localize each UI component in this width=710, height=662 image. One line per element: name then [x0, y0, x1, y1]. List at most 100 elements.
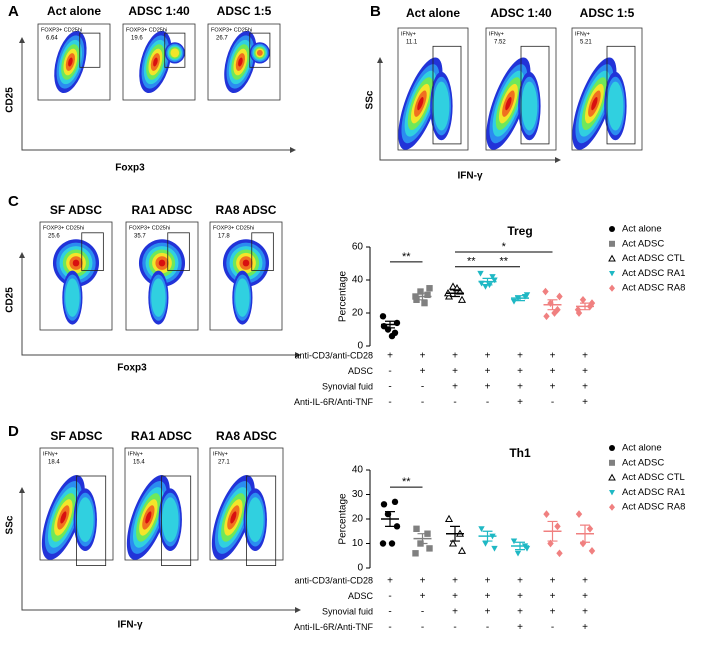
- gate-percent: 5.21: [580, 40, 592, 46]
- treatment-sign: +: [452, 351, 458, 362]
- treatment-sign: +: [582, 591, 588, 602]
- treatment-label: ADSC: [348, 591, 374, 601]
- gate-name: IFNγ+: [401, 31, 416, 37]
- dot: [482, 540, 489, 547]
- dot: [417, 288, 424, 295]
- dot: [556, 549, 563, 558]
- treatment-sign: -: [551, 397, 554, 408]
- density: [591, 97, 598, 111]
- treatment-sign: -: [421, 607, 424, 618]
- plot-title: RA8 ADSC: [216, 203, 277, 217]
- treatment-sign: +: [517, 576, 523, 587]
- treatment-sign: -: [388, 591, 391, 602]
- treatment-label: Anti-IL-6R/Anti-TNF: [294, 397, 374, 407]
- treatment-sign: +: [485, 591, 491, 602]
- treatment-sign: +: [452, 591, 458, 602]
- dot: [554, 522, 561, 531]
- treatment-sign: +: [420, 351, 426, 362]
- dot: [556, 292, 563, 301]
- treatment-sign: +: [517, 382, 523, 393]
- treatment-sign: +: [550, 607, 556, 618]
- dot: [426, 285, 433, 292]
- density: [153, 57, 158, 67]
- dot: [551, 309, 558, 317]
- gate-name: FOXP3+ CD25hi: [43, 225, 84, 231]
- chart-title: Treg: [507, 224, 532, 238]
- gate-name: IFNγ+: [128, 451, 143, 457]
- dot: [412, 550, 419, 557]
- legend-marker: [609, 459, 615, 466]
- error-bar: [417, 533, 428, 545]
- treatment-sign: -: [486, 622, 489, 633]
- error-bar: [385, 511, 395, 527]
- dot: [448, 282, 458, 290]
- treatment-sign: -: [388, 622, 391, 633]
- dot: [588, 547, 596, 555]
- dot: [523, 545, 531, 552]
- treatment-sign: +: [550, 366, 556, 377]
- x-axis-label: Foxp3: [115, 163, 145, 174]
- treatment-sign: +: [550, 351, 556, 362]
- dot: [586, 524, 594, 533]
- dot: [379, 313, 387, 320]
- plot-title: RA1 ADSC: [132, 203, 193, 217]
- legend-label: Act alone: [622, 443, 662, 454]
- density: [238, 57, 243, 67]
- legend-label: Act ADSC CTL: [622, 472, 685, 483]
- gate: [161, 475, 192, 566]
- gate: [432, 45, 462, 145]
- y-tick-label: 0: [357, 563, 363, 574]
- gate-name: FOXP3+ CD25hi: [213, 225, 254, 231]
- legend-marker: [609, 226, 615, 232]
- y-axis-label: SSc: [365, 90, 376, 109]
- panel-letter: D: [8, 423, 19, 440]
- gate-percent: 35.7: [134, 234, 146, 240]
- density: [433, 81, 450, 131]
- treatment-sign: +: [485, 366, 491, 377]
- density: [158, 259, 166, 267]
- gate-name: IFNγ+: [575, 31, 590, 37]
- chart-title: Th1: [509, 446, 531, 460]
- treatment-sign: +: [550, 382, 556, 393]
- panel-letter: C: [8, 193, 19, 210]
- density: [145, 511, 152, 524]
- gate-name: FOXP3+ CD25hi: [126, 27, 167, 33]
- dot: [413, 525, 420, 532]
- treatment-sign: +: [420, 591, 426, 602]
- treatment-sign: +: [517, 366, 523, 377]
- density: [417, 97, 424, 111]
- density: [151, 278, 166, 317]
- dot: [477, 270, 484, 277]
- error-bar: [547, 520, 558, 542]
- plot-title: ADSC 1:5: [580, 6, 635, 20]
- y-axis-label: SSc: [5, 515, 16, 534]
- legend-label: Act ADSC RA8: [622, 502, 685, 513]
- treatment-sign: -: [421, 382, 424, 393]
- error-bar: [450, 525, 460, 542]
- treatment-sign: -: [388, 397, 391, 408]
- treatment-sign: +: [550, 591, 556, 602]
- density: [170, 48, 180, 58]
- treatment-label: ADSC: [348, 366, 374, 376]
- density: [72, 259, 80, 267]
- treatment-sign: +: [582, 576, 588, 587]
- gate-percent: 11.1: [406, 40, 418, 46]
- treatment-sign: -: [486, 397, 489, 408]
- treatment-label: anti-CD3/anti-CD28: [294, 350, 373, 360]
- dot: [393, 523, 401, 530]
- gate: [520, 45, 550, 145]
- dot: [380, 501, 388, 508]
- legend-marker: [609, 284, 615, 292]
- dot: [444, 514, 454, 523]
- treatment-sign: -: [388, 366, 391, 377]
- dot: [574, 305, 582, 314]
- plot-title: RA8 ADSC: [216, 429, 277, 443]
- error-bar: [547, 299, 558, 311]
- treatment-sign: +: [485, 351, 491, 362]
- gate: [249, 32, 271, 68]
- treatment-sign: +: [582, 397, 588, 408]
- legend-marker: [608, 254, 616, 262]
- density: [235, 278, 250, 317]
- significance-label: *: [502, 241, 507, 253]
